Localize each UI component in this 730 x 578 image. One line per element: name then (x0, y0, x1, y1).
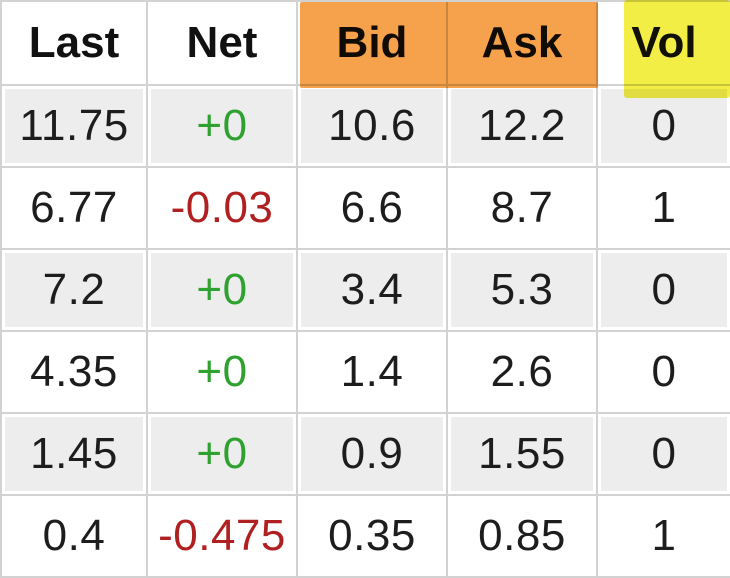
cell-net: -0.475 (148, 496, 296, 576)
value-last: 4.35 (5, 335, 143, 409)
cell-ask: 0.85 (448, 496, 596, 576)
cell-last: 6.77 (2, 168, 146, 248)
cell-vol: 0 (598, 250, 730, 330)
value-vol: 1 (601, 171, 727, 245)
cell-bid: 3.4 (298, 250, 446, 330)
value-vol: 0 (601, 253, 727, 327)
header-label-last: Last (5, 5, 143, 81)
header-cell-last: Last (2, 2, 146, 84)
header-label-bid: Bid (301, 5, 443, 81)
value-ask: 8.7 (451, 171, 593, 245)
header-cell-ask: Ask (448, 2, 596, 84)
header-cell-bid: Bid (298, 2, 446, 84)
cell-bid: 0.9 (298, 414, 446, 494)
value-ask: 1.55 (451, 417, 593, 491)
cell-ask: 1.55 (448, 414, 596, 494)
value-bid: 10.6 (301, 89, 443, 163)
cell-ask: 2.6 (448, 332, 596, 412)
value-vol: 0 (601, 417, 727, 491)
value-bid: 1.4 (301, 335, 443, 409)
cell-ask: 5.3 (448, 250, 596, 330)
cell-last: 0.4 (2, 496, 146, 576)
header-label-vol: Vol (601, 5, 727, 81)
cell-last: 7.2 (2, 250, 146, 330)
value-net: +0 (151, 89, 293, 163)
cell-ask: 8.7 (448, 168, 596, 248)
value-ask: 2.6 (451, 335, 593, 409)
cell-bid: 0.35 (298, 496, 446, 576)
cell-last: 1.45 (2, 414, 146, 494)
cell-bid: 6.6 (298, 168, 446, 248)
value-bid: 3.4 (301, 253, 443, 327)
cell-vol: 1 (598, 496, 730, 576)
value-vol: 0 (601, 89, 727, 163)
value-bid: 0.9 (301, 417, 443, 491)
value-last: 7.2 (5, 253, 143, 327)
cell-last: 4.35 (2, 332, 146, 412)
value-last: 0.4 (5, 499, 143, 573)
cell-last: 11.75 (2, 86, 146, 166)
cell-net: +0 (148, 332, 296, 412)
value-vol: 1 (601, 499, 727, 573)
value-net: -0.475 (151, 499, 293, 573)
value-net: -0.03 (151, 171, 293, 245)
cell-net: +0 (148, 86, 296, 166)
cell-vol: 0 (598, 414, 730, 494)
value-last: 1.45 (5, 417, 143, 491)
cell-vol: 1 (598, 168, 730, 248)
cell-net: +0 (148, 414, 296, 494)
header-label-ask: Ask (451, 5, 593, 81)
cell-vol: 0 (598, 86, 730, 166)
cell-ask: 12.2 (448, 86, 596, 166)
value-bid: 0.35 (301, 499, 443, 573)
value-ask: 0.85 (451, 499, 593, 573)
value-ask: 5.3 (451, 253, 593, 327)
cell-bid: 10.6 (298, 86, 446, 166)
header-cell-vol: Vol (598, 2, 730, 84)
header-cell-net: Net (148, 2, 296, 84)
cell-bid: 1.4 (298, 332, 446, 412)
value-vol: 0 (601, 335, 727, 409)
value-net: +0 (151, 253, 293, 327)
value-ask: 12.2 (451, 89, 593, 163)
cell-vol: 0 (598, 332, 730, 412)
value-net: +0 (151, 417, 293, 491)
value-last: 11.75 (5, 89, 143, 163)
value-bid: 6.6 (301, 171, 443, 245)
cell-net: -0.03 (148, 168, 296, 248)
header-label-net: Net (151, 5, 293, 81)
cell-net: +0 (148, 250, 296, 330)
value-net: +0 (151, 335, 293, 409)
value-last: 6.77 (5, 171, 143, 245)
